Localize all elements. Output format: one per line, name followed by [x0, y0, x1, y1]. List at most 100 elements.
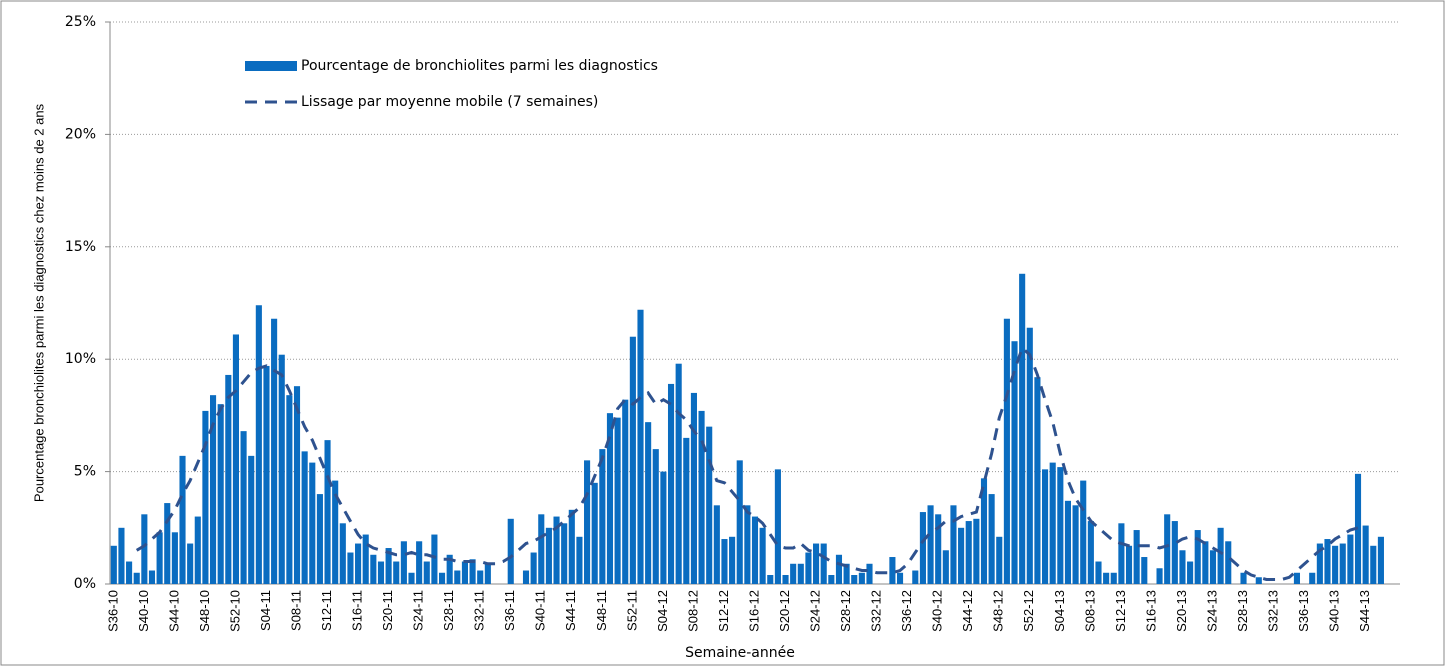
bar [729, 536, 736, 584]
x-tick-label: S08-13 [1082, 590, 1097, 632]
bar [996, 536, 1003, 584]
x-tick-label: S08-11 [288, 590, 303, 631]
bar [187, 543, 194, 584]
bar [606, 413, 614, 584]
bar [1164, 514, 1171, 584]
bar [1156, 568, 1163, 584]
x-tick-label: S44-11 [563, 590, 578, 631]
bar [1125, 545, 1133, 584]
bar [263, 365, 270, 584]
bar [950, 505, 957, 584]
bar [1110, 572, 1117, 584]
bar [1171, 521, 1178, 584]
bar [385, 548, 392, 584]
bar [866, 563, 873, 584]
x-tick-label: S40-13 [1327, 590, 1342, 632]
bar [1049, 462, 1056, 584]
bar [339, 523, 346, 584]
bar [1293, 572, 1301, 584]
bar [958, 527, 965, 584]
bar [278, 354, 285, 584]
bar [1332, 545, 1339, 584]
bar [1217, 527, 1224, 584]
x-tick-label: S48-12 [991, 590, 1006, 632]
x-tick-label: S48-11 [594, 590, 609, 631]
bar [126, 561, 133, 584]
x-tick-label: S32-13 [1265, 590, 1280, 632]
bar [1316, 543, 1323, 584]
bar [896, 572, 904, 584]
bar [1011, 341, 1018, 584]
bar [919, 512, 926, 584]
bar [1309, 572, 1316, 584]
bar [156, 532, 163, 584]
bar [171, 532, 178, 584]
bar [461, 561, 468, 584]
x-tick-label: S36-11 [502, 590, 517, 631]
bar [377, 561, 385, 584]
x-tick-label: S52-10 [227, 590, 242, 632]
bar [820, 543, 827, 584]
bar [912, 570, 919, 584]
bar [1019, 273, 1026, 584]
bar [217, 404, 224, 584]
bar [1034, 377, 1041, 584]
bar [759, 527, 766, 584]
bar [675, 363, 682, 584]
y-tick-label: 10% [65, 351, 96, 367]
bar [133, 572, 140, 584]
bar [889, 557, 896, 584]
bar [538, 514, 545, 584]
bar [408, 572, 415, 584]
x-tick-label: S12-13 [1113, 590, 1128, 632]
bar [454, 570, 461, 584]
bar [1194, 530, 1201, 584]
bar [370, 554, 377, 584]
bar [706, 426, 713, 584]
x-tick-label: S40-11 [533, 590, 548, 631]
y-axis-title: Pourcentage bronchiolites parmi les diag… [31, 103, 46, 502]
x-tick-label: S28-13 [1235, 590, 1250, 632]
bar [629, 336, 636, 584]
bar [209, 395, 217, 584]
bar [637, 309, 644, 584]
bar [813, 543, 820, 584]
bar [584, 460, 591, 584]
bar [973, 518, 980, 584]
bar [400, 541, 407, 584]
bar [1370, 545, 1377, 584]
bar [423, 561, 430, 584]
bar [1087, 521, 1094, 584]
x-tick-label: S04-11 [258, 590, 273, 631]
bar [614, 417, 621, 584]
bar [736, 460, 743, 584]
bar [530, 552, 537, 584]
bar [1347, 534, 1354, 584]
bar [446, 554, 453, 584]
bar [767, 575, 774, 584]
bar [1003, 318, 1010, 584]
bar [248, 455, 255, 584]
bar [1377, 536, 1384, 584]
bar [1095, 561, 1102, 584]
bar [393, 561, 400, 584]
bar [293, 386, 301, 584]
bar [1225, 541, 1232, 584]
bar [843, 563, 850, 584]
bar [469, 559, 476, 584]
bar [355, 543, 362, 584]
bar [935, 514, 942, 584]
bar [1026, 327, 1033, 584]
bar [599, 449, 606, 584]
x-tick-label: S32-12 [869, 590, 884, 632]
x-tick-label: S36-10 [105, 590, 120, 632]
bar [179, 455, 186, 584]
x-tick-label: S28-12 [838, 590, 853, 632]
bar [965, 521, 972, 584]
legend-label: Pourcentage de bronchiolites parmi les d… [301, 58, 658, 74]
bar [232, 334, 239, 584]
x-tick-label: S40-10 [136, 590, 151, 632]
x-tick-label: S44-13 [1357, 590, 1372, 632]
x-tick-label: S40-12 [930, 590, 945, 632]
x-tick-label: S44-12 [960, 590, 975, 632]
